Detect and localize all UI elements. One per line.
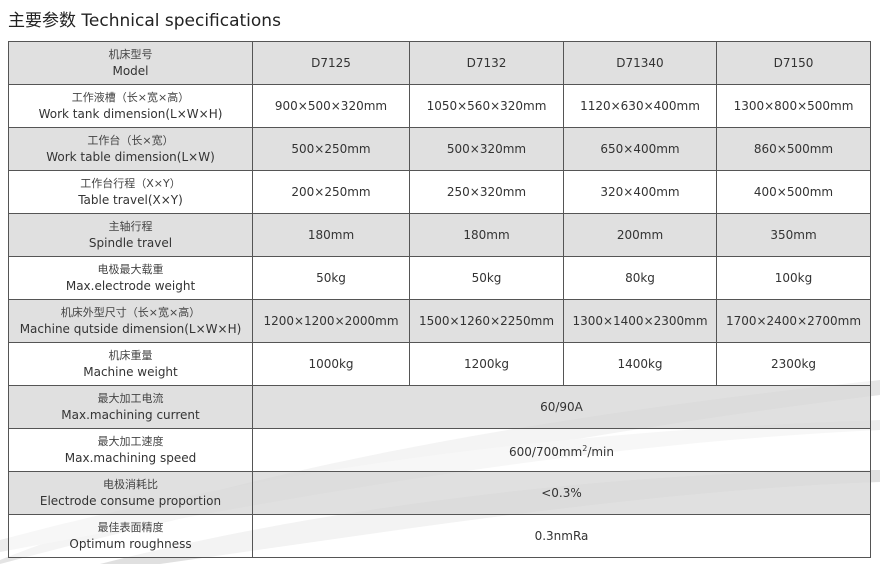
cell-value: 1500×1260×2250mm xyxy=(409,299,564,343)
cell-value: 400×500mm xyxy=(716,170,871,214)
label-en: Work table dimension(L×W) xyxy=(46,150,215,164)
label-en: Machine qutside dimension(L×W×H) xyxy=(19,322,242,336)
model-header: D7125 xyxy=(252,41,410,85)
row-label: 最大加工电流 Max.machining current xyxy=(8,385,253,429)
label-zh: 工作台行程（X×Y） xyxy=(80,177,181,190)
spec-table: 机床型号 Model D7125 D7132 D71340 D7150 工作液槽（… xyxy=(8,41,871,558)
table-row: 电极最大载重 Max.electrode weight 50kg 50kg 80kg 10… xyxy=(8,256,871,300)
label-en: Work tank dimension(L×W×H) xyxy=(38,107,223,121)
value-text: 0.3nmRa xyxy=(534,528,589,543)
label-zh: 工作台（长×宽） xyxy=(87,134,174,147)
table-row: 主轴行程 Spindle travel 180mm 180mm 200mm 350mm xyxy=(8,213,871,257)
cell-value: 50kg xyxy=(409,256,564,300)
cell-value: 1400kg xyxy=(563,342,717,386)
label-zh: 机床型号 xyxy=(108,48,153,61)
table-row: 电极消耗比 Electrode consume proportion <0.3% xyxy=(8,471,871,515)
label-en: Max.machining current xyxy=(61,408,200,422)
label-en: Spindle travel xyxy=(88,236,173,250)
shared-value: 600/700mm2/min xyxy=(252,428,871,472)
row-label: 工作台（长×宽） Work table dimension(L×W) xyxy=(8,127,253,171)
cell-value: 350mm xyxy=(716,213,871,257)
row-label: 最大加工速度 Max.machining speed xyxy=(8,428,253,472)
table-row: 工作台（长×宽） Work table dimension(L×W) 500×250… xyxy=(8,127,871,171)
superscript: 2 xyxy=(582,443,588,453)
cell-value: 1000kg xyxy=(252,342,410,386)
row-label: 电极消耗比 Electrode consume proportion xyxy=(8,471,253,515)
row-label: 机床重量 Machine weight xyxy=(8,342,253,386)
cell-value: 320×400mm xyxy=(563,170,717,214)
label-en: Table travel(X×Y) xyxy=(78,193,183,207)
label-zh: 工作液槽（长×宽×高） xyxy=(71,91,190,104)
page-title: 主要参数 Technical specifications xyxy=(8,11,281,31)
label-en: Machine weight xyxy=(83,365,178,379)
cell-value: 180mm xyxy=(252,213,410,257)
cell-value: 1200×1200×2000mm xyxy=(252,299,410,343)
label-zh: 电极消耗比 xyxy=(103,478,158,491)
cell-value: 2300kg xyxy=(716,342,871,386)
table-row: 最大加工电流 Max.machining current 60/90A xyxy=(8,385,871,429)
table-row: 工作液槽（长×宽×高） Work tank dimension(L×W×H) 900… xyxy=(8,84,871,128)
label-zh: 最佳表面精度 xyxy=(97,521,164,534)
value-text: 600/700mm xyxy=(509,444,583,459)
label-en: Max.machining speed xyxy=(64,451,197,465)
label-en: Electrode consume proportion xyxy=(39,494,222,508)
cell-value: 1300×800×500mm xyxy=(716,84,871,128)
model-header: D71340 xyxy=(563,41,717,85)
cell-value: 200mm xyxy=(563,213,717,257)
label-en: Max.electrode weight xyxy=(65,279,196,293)
table-row: 工作台行程（X×Y） Table travel(X×Y) 200×250mm 250×… xyxy=(8,170,871,214)
cell-value: 1300×1400×2300mm xyxy=(563,299,717,343)
cell-value: 500×250mm xyxy=(252,127,410,171)
cell-value: 1200kg xyxy=(409,342,564,386)
table-row: 机床重量 Machine weight 1000kg 1200kg 1400kg 2300… xyxy=(8,342,871,386)
cell-value: 80kg xyxy=(563,256,717,300)
cell-value: 250×320mm xyxy=(409,170,564,214)
header-label: 机床型号 Model xyxy=(8,41,253,85)
cell-value: 650×400mm xyxy=(563,127,717,171)
model-header: D7132 xyxy=(409,41,564,85)
value-text: 60/90A xyxy=(540,399,583,414)
label-zh: 机床重量 xyxy=(108,349,153,362)
header-row: 机床型号 Model D7125 D7132 D71340 D7150 xyxy=(8,41,871,85)
value-text: <0.3% xyxy=(541,485,582,500)
cell-value: 500×320mm xyxy=(409,127,564,171)
label-zh: 主轴行程 xyxy=(108,220,153,233)
cell-value: 50kg xyxy=(252,256,410,300)
cell-value: 860×500mm xyxy=(716,127,871,171)
label-en: Model xyxy=(112,64,149,78)
label-zh: 最大加工速度 xyxy=(97,435,164,448)
cell-value: 200×250mm xyxy=(252,170,410,214)
cell-value: 1700×2400×2700mm xyxy=(716,299,871,343)
table-row: 最大加工速度 Max.machining speed 600/700mm2/min xyxy=(8,428,871,472)
cell-value: 900×500×320mm xyxy=(252,84,410,128)
unit-suffix: /min xyxy=(587,444,614,459)
cell-value: 1120×630×400mm xyxy=(563,84,717,128)
label-zh: 机床外型尺寸（长×宽×高） xyxy=(60,306,201,319)
row-label: 主轴行程 Spindle travel xyxy=(8,213,253,257)
shared-value: <0.3% xyxy=(252,471,871,515)
cell-value: 180mm xyxy=(409,213,564,257)
row-label: 电极最大载重 Max.electrode weight xyxy=(8,256,253,300)
label-en: Optimum roughness xyxy=(69,537,192,551)
row-label: 工作台行程（X×Y） Table travel(X×Y) xyxy=(8,170,253,214)
model-header: D7150 xyxy=(716,41,871,85)
label-zh: 电极最大载重 xyxy=(97,263,164,276)
label-zh: 最大加工电流 xyxy=(97,392,164,405)
cell-value: 100kg xyxy=(716,256,871,300)
row-label: 工作液槽（长×宽×高） Work tank dimension(L×W×H) xyxy=(8,84,253,128)
table-row: 最佳表面精度 Optimum roughness 0.3nmRa xyxy=(8,514,871,558)
shared-value: 0.3nmRa xyxy=(252,514,871,558)
cell-value: 1050×560×320mm xyxy=(409,84,564,128)
row-label: 最佳表面精度 Optimum roughness xyxy=(8,514,253,558)
table-row: 机床外型尺寸（长×宽×高） Machine qutside dimension(L… xyxy=(8,299,871,343)
row-label: 机床外型尺寸（长×宽×高） Machine qutside dimension(L… xyxy=(8,299,253,343)
shared-value: 60/90A xyxy=(252,385,871,429)
